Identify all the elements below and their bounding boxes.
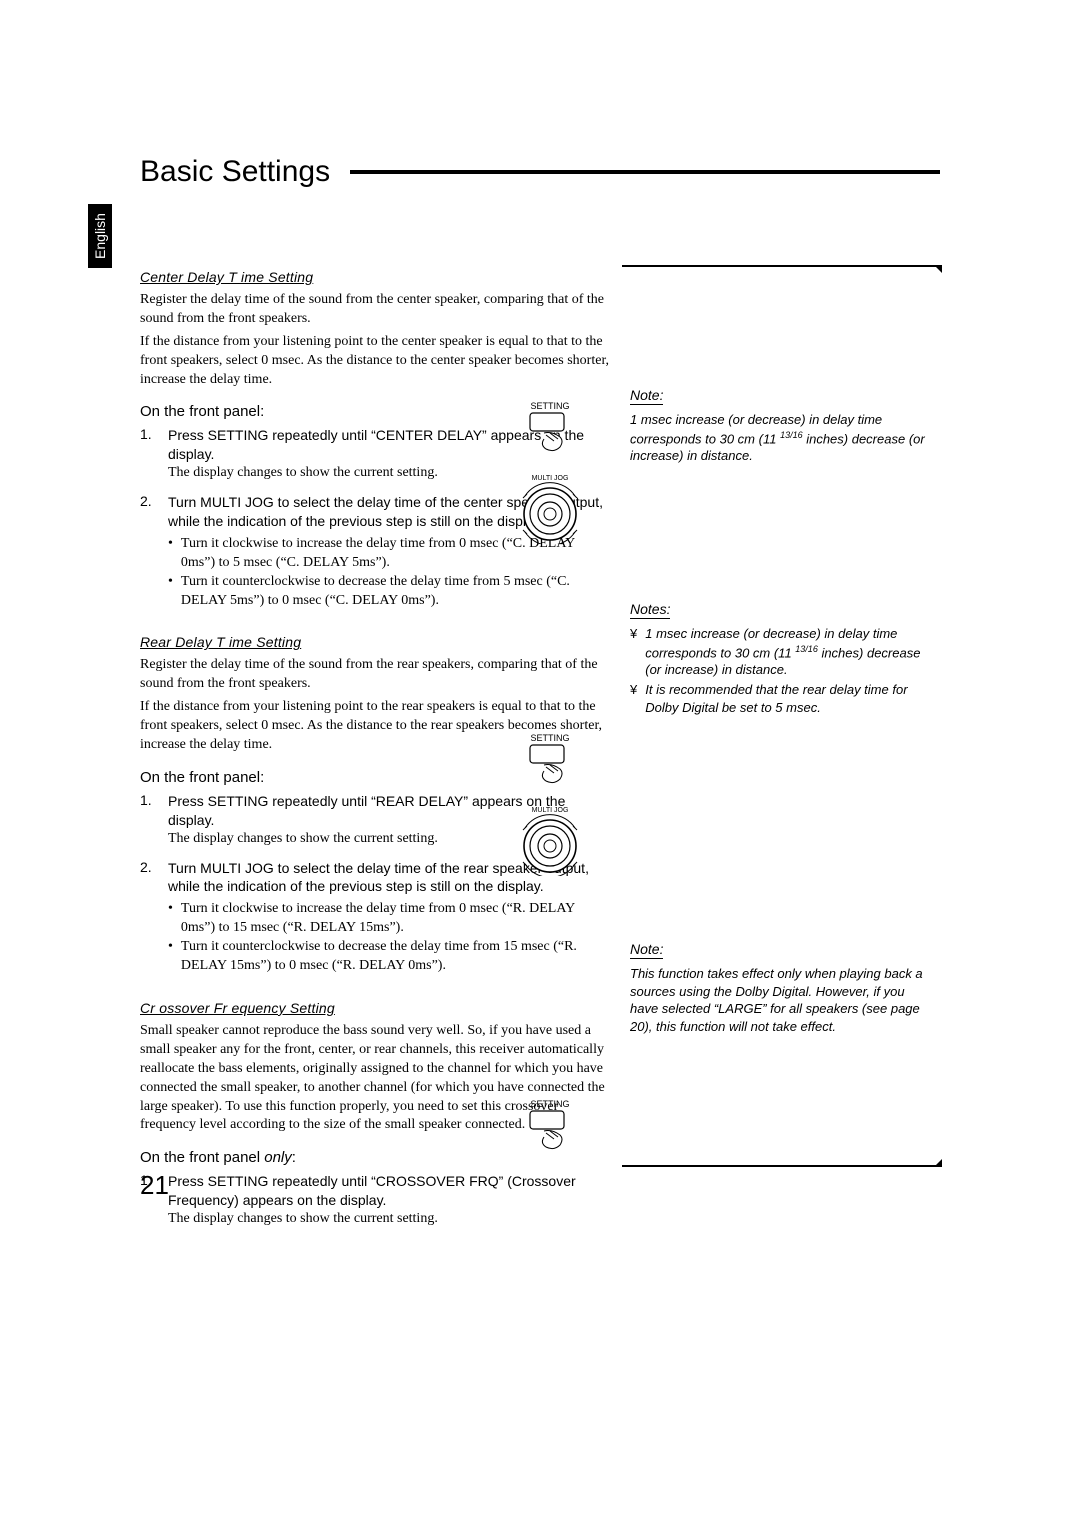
setting-button-icon: SETTING: [524, 1099, 576, 1153]
page-number: 21: [140, 1170, 169, 1201]
section1-icons: SETTING MULTI JOG: [510, 401, 590, 544]
section2-step2-bullet2-text: Turn it counterclockwise to decrease the…: [181, 938, 610, 976]
section1-heading: Center Delay T ime Setting: [140, 269, 610, 285]
section2-icons: SETTING MULTI JOG: [510, 733, 590, 876]
title-rule: [350, 170, 940, 174]
setting-button-icon: SETTING: [524, 401, 576, 455]
section1-step2-bullet2-text: Turn it counterclockwise to decrease the…: [181, 573, 610, 611]
section2-intro1: Register the delay time of the sound fro…: [140, 656, 610, 694]
section1-note-heading: Note:: [630, 387, 663, 405]
step-number: 2.: [140, 859, 156, 976]
section1-note-frac: 13/16: [780, 430, 803, 440]
page-title: Basic Settings: [140, 155, 330, 189]
multi-jog-icon: MULTI JOG: [515, 807, 585, 876]
section3-icons: SETTING: [510, 1099, 590, 1153]
section2-step2-bullet1-text: Turn it clockwise to increase the delay …: [181, 900, 610, 938]
section2-step2: 2. Turn MULTI JOG to select the delay ti…: [140, 859, 610, 976]
section2-note-b2: ¥ It is recommended that the rear delay …: [630, 681, 930, 716]
section1-note: Note: 1 msec increase (or decrease) in d…: [630, 387, 930, 465]
setting-label: SETTING: [524, 1099, 576, 1109]
setting-label: SETTING: [524, 401, 576, 411]
section1-note-body: 1 msec increase (or decrease) in delay t…: [630, 411, 930, 465]
step-number: 1.: [140, 792, 156, 849]
yen-bullet-icon: ¥: [630, 625, 637, 679]
section2-heading: Rear Delay T ime Setting: [140, 634, 610, 650]
language-tab-label: English: [92, 213, 108, 259]
step-number: 2.: [140, 493, 156, 610]
main-column: Center Delay T ime Setting Register the …: [140, 269, 610, 1229]
section2-note-b2-text: It is recommended that the rear delay ti…: [645, 681, 930, 716]
language-tab: English: [88, 204, 112, 268]
section3-step1-sans: Press SETTING repeatedly until “CROSSOVE…: [168, 1172, 610, 1210]
section3-panel-only: only: [264, 1149, 292, 1166]
section2-note-b1: ¥ 1 msec increase (or decrease) in delay…: [630, 625, 930, 679]
page-content: Basic Settings Center Delay T ime Settin…: [140, 155, 940, 1237]
multi-jog-icon: MULTI JOG: [515, 475, 585, 544]
section2-note: Notes: ¥ 1 msec increase (or decrease) i…: [630, 601, 930, 718]
section1-step2-bullet2: • Turn it counterclockwise to decrease t…: [168, 573, 610, 611]
bullet-dot: •: [168, 900, 173, 938]
section3-step1-serif: The display changes to show the current …: [168, 1210, 610, 1229]
setting-button-icon: SETTING: [524, 733, 576, 787]
step-number: 1.: [140, 426, 156, 483]
section3-heading: Cr ossover Fr equency Setting: [140, 1000, 610, 1016]
notes-top-rule: [622, 265, 940, 273]
bullet-dot: •: [168, 535, 173, 573]
section1-intro2: If the distance from your listening poin…: [140, 333, 610, 390]
section3-note-body: This function takes effect only when pla…: [630, 965, 930, 1035]
setting-label: SETTING: [524, 733, 576, 743]
section3-step1: 1. Press SETTING repeatedly until “CROSS…: [140, 1172, 610, 1229]
yen-bullet-icon: ¥: [630, 681, 637, 716]
title-row: Basic Settings: [140, 155, 940, 189]
section2-note-heading: Notes:: [630, 601, 670, 619]
section3-note: Note: This function takes effect only wh…: [630, 941, 930, 1035]
jog-label: MULTI JOG: [515, 807, 585, 814]
bullet-dot: •: [168, 938, 173, 976]
bullet-dot: •: [168, 573, 173, 611]
section2-note-b1-frac: 13/16: [795, 644, 818, 654]
section3-panel-a: On the front panel: [140, 1149, 264, 1166]
section2-step2-bullet2: • Turn it counterclockwise to decrease t…: [168, 938, 610, 976]
jog-label: MULTI JOG: [515, 475, 585, 482]
notes-bottom-rule: [622, 1159, 940, 1167]
section1-intro1: Register the delay time of the sound fro…: [140, 291, 610, 329]
section3-note-heading: Note:: [630, 941, 663, 959]
section3-panel-b: :: [292, 1149, 296, 1166]
section2-step2-bullet1: • Turn it clockwise to increase the dela…: [168, 900, 610, 938]
